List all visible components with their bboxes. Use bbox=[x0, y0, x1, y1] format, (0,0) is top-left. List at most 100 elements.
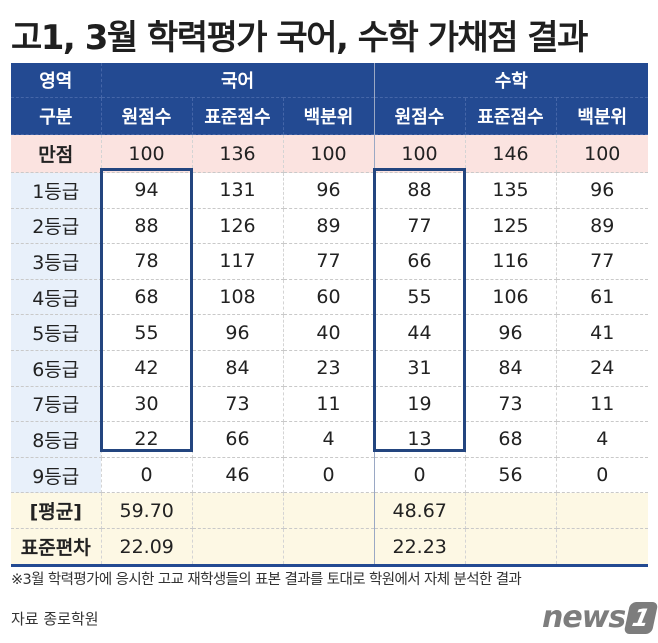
news1-logo: news 1 bbox=[542, 600, 658, 635]
cell: 66 bbox=[192, 421, 284, 458]
table-row: 8등급 22 66 4 13 68 4 bbox=[11, 421, 649, 458]
cell: 146 bbox=[465, 134, 557, 173]
cell: 84 bbox=[192, 350, 284, 387]
cell: 96 bbox=[283, 172, 375, 209]
header-row-category: 구분 원점수 표준점수 백분위 원점수 표준점수 백분위 bbox=[11, 97, 649, 135]
korean-std-dev: 22.09 bbox=[101, 528, 193, 568]
row-label: 1등급 bbox=[11, 172, 102, 209]
math-std-dev: 22.23 bbox=[374, 528, 466, 568]
cell: 88 bbox=[374, 172, 466, 209]
cell: 19 bbox=[374, 386, 466, 423]
cell: 88 bbox=[101, 208, 193, 245]
cell: 73 bbox=[192, 386, 284, 423]
cell: 136 bbox=[192, 134, 284, 173]
math-mean: 48.67 bbox=[374, 492, 466, 530]
score-table: 영역 국어 수학 구분 원점수 표준점수 백분위 원점수 표준점수 백분위 만점… bbox=[11, 63, 649, 568]
row-label: 표준편차 bbox=[11, 528, 102, 568]
row-label: 3등급 bbox=[11, 243, 102, 280]
logo-text: news bbox=[542, 600, 626, 635]
cell bbox=[556, 492, 649, 530]
row-label: 만점 bbox=[11, 134, 102, 173]
cell bbox=[465, 492, 557, 530]
cell: 4 bbox=[556, 421, 649, 458]
table-row: 3등급 78 117 77 66 116 77 bbox=[11, 243, 649, 280]
row-label: 9등급 bbox=[11, 457, 102, 494]
cell: 78 bbox=[101, 243, 193, 280]
header-col: 원점수 bbox=[374, 97, 466, 135]
table-row: 9등급 0 46 0 0 56 0 bbox=[11, 457, 649, 494]
cell: 0 bbox=[283, 457, 375, 494]
header-col: 백분위 bbox=[283, 97, 375, 135]
cell: 11 bbox=[556, 386, 649, 423]
cell: 131 bbox=[192, 172, 284, 209]
header-col: 표준점수 bbox=[465, 97, 557, 135]
cell: 89 bbox=[283, 208, 375, 245]
cell: 23 bbox=[283, 350, 375, 387]
cell: 68 bbox=[465, 421, 557, 458]
row-label: [평균] bbox=[11, 492, 102, 530]
table-row: 4등급 68 108 60 55 106 61 bbox=[11, 279, 649, 316]
header-category-label: 구분 bbox=[11, 97, 102, 135]
cell bbox=[556, 528, 649, 568]
cell: 61 bbox=[556, 279, 649, 316]
cell: 77 bbox=[556, 243, 649, 280]
korean-mean: 59.70 bbox=[101, 492, 193, 530]
cell: 100 bbox=[283, 134, 375, 173]
cell: 100 bbox=[556, 134, 649, 173]
cell: 0 bbox=[556, 457, 649, 494]
cell: 89 bbox=[556, 208, 649, 245]
cell: 60 bbox=[283, 279, 375, 316]
row-label: 8등급 bbox=[11, 421, 102, 458]
cell bbox=[192, 528, 284, 568]
table-row: 5등급 55 96 40 44 96 41 bbox=[11, 314, 649, 351]
cell: 106 bbox=[465, 279, 557, 316]
source-credit: 자료 종로학원 bbox=[11, 610, 99, 628]
cell: 66 bbox=[374, 243, 466, 280]
cell: 135 bbox=[465, 172, 557, 209]
header-group-math: 수학 bbox=[374, 63, 649, 98]
mean-row: [평균] 59.70 48.67 bbox=[11, 492, 649, 530]
cell: 0 bbox=[101, 457, 193, 494]
row-label: 5등급 bbox=[11, 314, 102, 351]
header-col: 백분위 bbox=[556, 97, 649, 135]
cell: 55 bbox=[101, 314, 193, 351]
header-group-korean: 국어 bbox=[101, 63, 375, 98]
cell: 96 bbox=[556, 172, 649, 209]
row-label: 4등급 bbox=[11, 279, 102, 316]
logo-badge-icon: 1 bbox=[623, 601, 658, 634]
cell: 100 bbox=[101, 134, 193, 173]
cell: 55 bbox=[374, 279, 466, 316]
cell: 100 bbox=[374, 134, 466, 173]
header-col: 표준점수 bbox=[192, 97, 284, 135]
cell: 46 bbox=[192, 457, 284, 494]
cell: 77 bbox=[374, 208, 466, 245]
header-area-label: 영역 bbox=[11, 63, 102, 98]
cell: 24 bbox=[556, 350, 649, 387]
cell: 94 bbox=[101, 172, 193, 209]
cell: 31 bbox=[374, 350, 466, 387]
cell: 96 bbox=[465, 314, 557, 351]
cell: 73 bbox=[465, 386, 557, 423]
cell: 68 bbox=[101, 279, 193, 316]
table-row: 1등급 94 131 96 88 135 96 bbox=[11, 172, 649, 209]
cell: 77 bbox=[283, 243, 375, 280]
cell: 125 bbox=[465, 208, 557, 245]
header-row-area: 영역 국어 수학 bbox=[11, 63, 649, 98]
cell: 22 bbox=[101, 421, 193, 458]
table-row: 7등급 30 73 11 19 73 11 bbox=[11, 386, 649, 423]
full-score-row: 만점 100 136 100 100 146 100 bbox=[11, 134, 649, 173]
table-row: 2등급 88 126 89 77 125 89 bbox=[11, 208, 649, 245]
cell: 11 bbox=[283, 386, 375, 423]
cell: 84 bbox=[465, 350, 557, 387]
cell: 116 bbox=[465, 243, 557, 280]
row-label: 6등급 bbox=[11, 350, 102, 387]
cell: 4 bbox=[283, 421, 375, 458]
cell: 0 bbox=[374, 457, 466, 494]
cell: 126 bbox=[192, 208, 284, 245]
header-col: 원점수 bbox=[101, 97, 193, 135]
cell: 42 bbox=[101, 350, 193, 387]
cell bbox=[283, 492, 375, 530]
cell: 117 bbox=[192, 243, 284, 280]
cell: 30 bbox=[101, 386, 193, 423]
table-row: 6등급 42 84 23 31 84 24 bbox=[11, 350, 649, 387]
